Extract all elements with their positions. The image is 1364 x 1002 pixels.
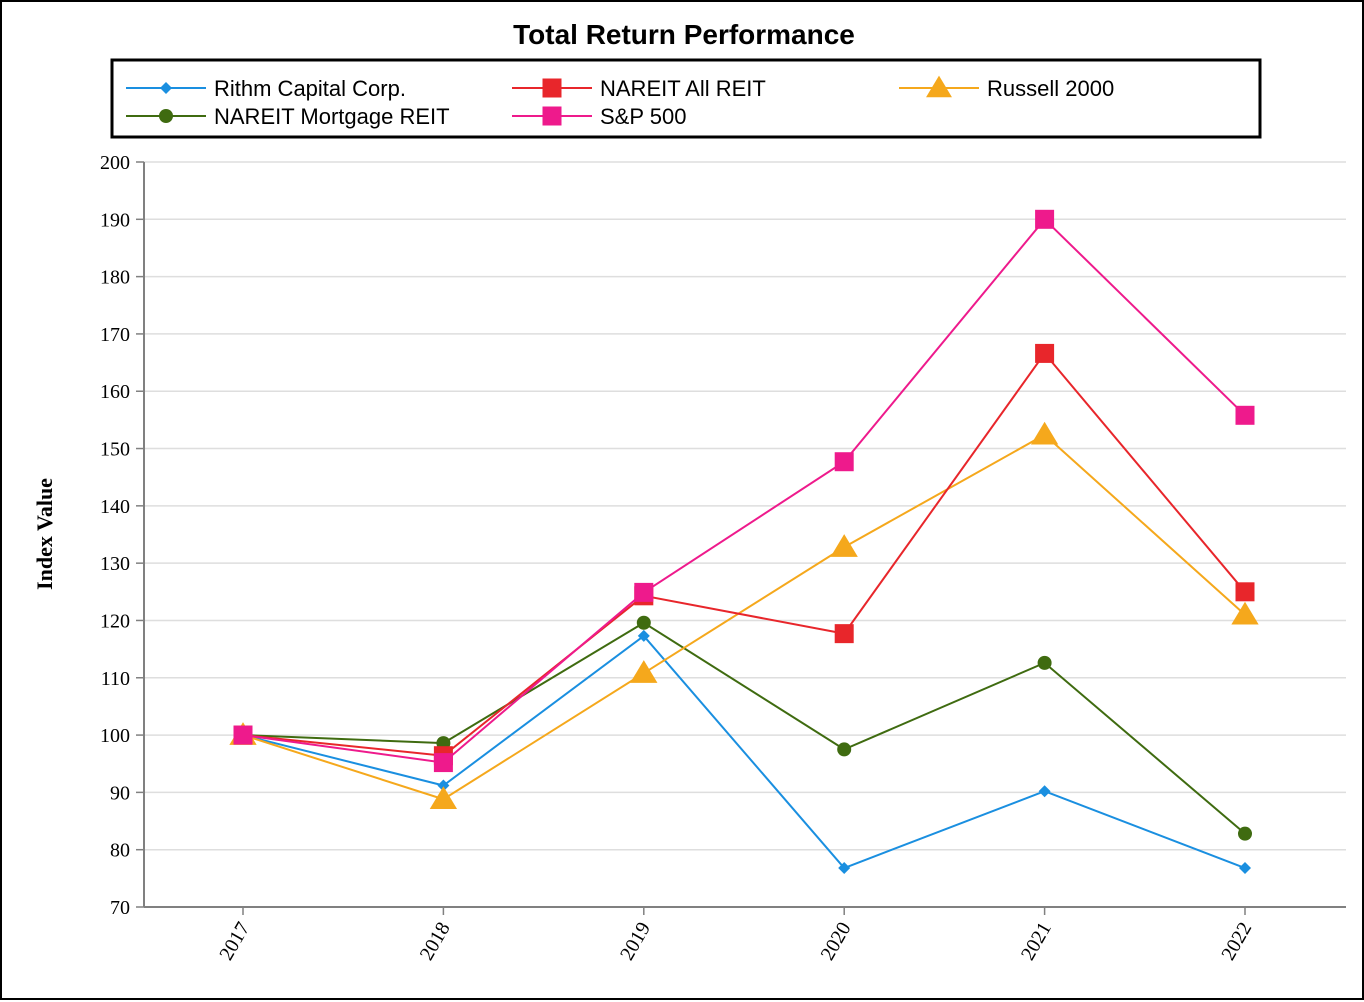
legend-label: NAREIT All REIT (600, 76, 766, 101)
data-point (837, 742, 852, 757)
y-tick-label: 160 (100, 381, 130, 403)
data-point (1035, 343, 1055, 363)
data-point (437, 779, 450, 792)
y-axis-label: Index Value (32, 478, 57, 590)
legend-item: NAREIT Mortgage REIT (126, 104, 450, 129)
data-point (1035, 209, 1055, 229)
data-point (1231, 601, 1259, 625)
legend-box (110, 58, 1262, 139)
legend-marker (926, 75, 952, 98)
legend-marker (159, 109, 173, 123)
legend-label: NAREIT Mortgage REIT (214, 104, 450, 129)
y-tick-label: 80 (110, 840, 130, 862)
data-point (834, 624, 854, 644)
y-tick-label: 140 (100, 496, 130, 518)
legend-marker (160, 82, 172, 94)
data-point (1037, 655, 1052, 670)
y-tick-label: 180 (100, 267, 130, 289)
axes (143, 162, 1346, 915)
legend-item: Rithm Capital Corp. (126, 76, 406, 101)
y-tick-label: 200 (100, 152, 130, 174)
y-tick-label: 90 (110, 782, 130, 804)
data-point (233, 725, 253, 745)
series-line (242, 621, 1246, 835)
y-tick-label: 190 (100, 209, 130, 231)
legend-item: S&P 500 (512, 104, 686, 129)
x-tick-label: 2017 (215, 919, 254, 965)
legend-label: Russell 2000 (987, 76, 1114, 101)
x-tick-label: 2019 (616, 919, 655, 965)
data-point (1238, 826, 1252, 841)
legend-marker (542, 78, 562, 98)
data-point (636, 615, 651, 630)
series-0 (237, 629, 1251, 875)
chart-title: Total Return Performance (513, 19, 855, 50)
series-line (242, 433, 1246, 801)
series-1 (233, 343, 1255, 766)
y-tick-label: 110 (101, 668, 130, 690)
x-tick-label: 2018 (416, 919, 455, 965)
data-point (1235, 405, 1255, 425)
data-point (429, 786, 458, 810)
y-tick-label: 130 (100, 553, 130, 575)
y-tick-label: 70 (110, 897, 130, 919)
y-tick-labels: 70 80 90 100 110 120 130 140 150 160 170 180 190 200 (100, 152, 130, 919)
x-tick-labels: 2017 2018 2019 2020 2021 2022 (215, 919, 1256, 965)
legend: Rithm Capital Corp. NAREIT All REIT Russel… (126, 75, 1114, 129)
data-point (830, 534, 858, 557)
legend-marker (542, 106, 562, 126)
y-tick-label: 120 (100, 610, 130, 632)
y-tick-label: 100 (100, 725, 130, 747)
legend-label: S&P 500 (600, 104, 686, 129)
data-point (634, 582, 654, 602)
x-tick-label: 2020 (816, 919, 855, 965)
data-point (433, 753, 453, 773)
legend-item: Russell 2000 (899, 75, 1114, 101)
series-3 (236, 615, 1252, 841)
y-tick-label: 170 (100, 324, 130, 346)
series-group (229, 209, 1259, 875)
x-tick-label: 2022 (1217, 919, 1256, 965)
data-point (834, 452, 854, 472)
series-line (242, 634, 1246, 870)
data-point (838, 862, 851, 875)
data-point (1038, 785, 1051, 798)
legend-label: Rithm Capital Corp. (214, 76, 406, 101)
legend-item: NAREIT All REIT (512, 76, 766, 101)
data-point (1030, 421, 1059, 445)
data-point (637, 629, 650, 642)
series-line (242, 217, 1246, 764)
grid-lines (136, 161, 1346, 908)
data-point (630, 660, 658, 683)
series-line (242, 351, 1246, 757)
data-point (1235, 582, 1255, 602)
x-tick-label: 2021 (1017, 919, 1056, 965)
series-4 (233, 209, 1255, 773)
y-tick-label: 150 (100, 439, 130, 461)
data-point (1239, 862, 1251, 875)
